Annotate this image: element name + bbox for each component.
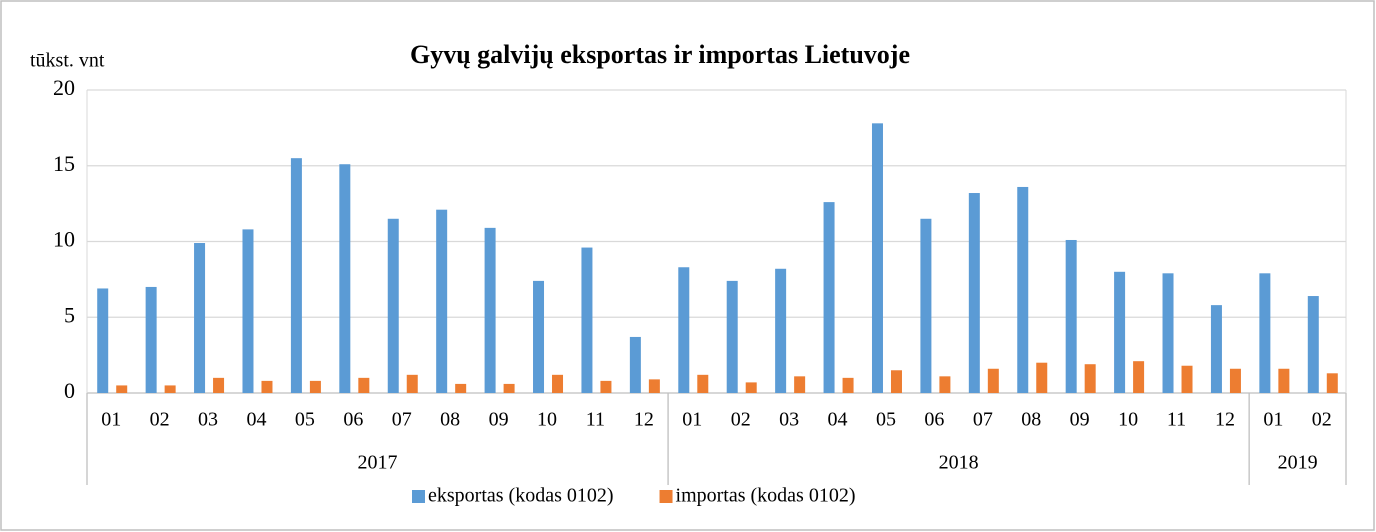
bar xyxy=(533,280,545,393)
bar xyxy=(648,379,660,393)
bar xyxy=(436,209,448,393)
bar xyxy=(629,336,641,393)
x-tick-label: 01 xyxy=(101,409,121,431)
bar xyxy=(745,382,757,393)
bar xyxy=(309,380,321,393)
x-tick-label: 02 xyxy=(731,409,751,431)
group-label: 2018 xyxy=(939,452,979,474)
bar xyxy=(194,243,206,393)
x-tick-label: 12 xyxy=(1215,409,1235,431)
x-tick-label: 10 xyxy=(1118,409,1138,431)
bar xyxy=(1307,296,1319,393)
bar xyxy=(116,385,128,393)
bar xyxy=(242,229,254,393)
bar xyxy=(890,370,902,393)
x-tick-label: 04 xyxy=(828,409,848,431)
bar xyxy=(1084,364,1096,393)
x-tick-label: 11 xyxy=(1167,409,1186,431)
bar xyxy=(987,368,999,393)
x-tick-label: 03 xyxy=(779,409,799,431)
bar xyxy=(1133,361,1145,393)
x-tick-label: 05 xyxy=(295,409,315,431)
x-tick-label: 07 xyxy=(973,409,993,431)
bar xyxy=(1181,365,1193,393)
chart-title: Gyvų galvijų eksportas ir importas Lietu… xyxy=(410,40,910,69)
bar xyxy=(1065,239,1077,393)
bar xyxy=(1162,273,1174,393)
x-tick-label: 01 xyxy=(682,409,702,431)
bar xyxy=(1278,368,1290,393)
x-tick-label: 12 xyxy=(634,409,654,431)
x-tick-label: 09 xyxy=(1070,409,1090,431)
bar xyxy=(387,218,399,393)
bar xyxy=(339,164,351,393)
bar xyxy=(823,202,835,393)
bar xyxy=(939,376,951,393)
bar xyxy=(968,193,980,393)
bar xyxy=(1259,273,1271,393)
x-tick-label: 07 xyxy=(392,409,412,431)
bar xyxy=(1326,373,1338,393)
x-tick-label: 06 xyxy=(924,409,944,431)
bar xyxy=(871,123,883,393)
x-tick-label: 01 xyxy=(1263,409,1283,431)
bar xyxy=(1210,305,1222,393)
y-tick-label: 20 xyxy=(53,75,75,100)
legend-swatch xyxy=(412,490,425,503)
x-tick-label: 04 xyxy=(246,409,266,431)
bar xyxy=(1229,368,1241,393)
bar xyxy=(503,383,515,393)
legend-label: importas (kodas 0102) xyxy=(676,485,856,507)
bar xyxy=(726,280,738,393)
bar xyxy=(455,383,467,393)
bar xyxy=(290,158,302,393)
x-tick-label: 06 xyxy=(343,409,363,431)
bar xyxy=(697,374,709,393)
bar xyxy=(97,288,109,393)
bar xyxy=(678,267,690,393)
group-label: 2017 xyxy=(358,452,398,474)
bar xyxy=(920,218,932,393)
bar xyxy=(552,374,564,393)
bar xyxy=(1036,362,1048,393)
bar xyxy=(145,286,157,393)
bar xyxy=(600,380,612,393)
y-tick-label: 0 xyxy=(64,378,75,403)
y-axis-label: tūkst. vnt xyxy=(30,50,105,72)
bar xyxy=(213,377,225,393)
x-tick-label: 03 xyxy=(198,409,218,431)
x-tick-label: 10 xyxy=(537,409,557,431)
x-tick-label: 02 xyxy=(150,409,170,431)
bar xyxy=(261,380,273,393)
bar xyxy=(406,374,418,393)
x-tick-label: 09 xyxy=(489,409,509,431)
group-label: 2019 xyxy=(1278,452,1318,474)
bar xyxy=(484,227,496,393)
bar xyxy=(794,376,806,393)
legend-label: eksportas (kodas 0102) xyxy=(428,485,614,507)
x-tick-label: 02 xyxy=(1312,409,1332,431)
x-tick-label: 11 xyxy=(586,409,605,431)
bar xyxy=(1017,186,1029,393)
bar xyxy=(1114,271,1126,393)
y-tick-label: 10 xyxy=(53,227,75,252)
y-tick-label: 15 xyxy=(53,151,75,176)
bar xyxy=(164,385,176,393)
bar xyxy=(358,377,370,393)
bar xyxy=(775,268,787,393)
x-tick-label: 08 xyxy=(1021,409,1041,431)
x-tick-label: 05 xyxy=(876,409,896,431)
y-tick-label: 5 xyxy=(64,302,75,327)
legend-swatch xyxy=(659,490,673,503)
bar xyxy=(842,377,854,393)
x-tick-label: 08 xyxy=(440,409,460,431)
bar xyxy=(581,247,593,393)
